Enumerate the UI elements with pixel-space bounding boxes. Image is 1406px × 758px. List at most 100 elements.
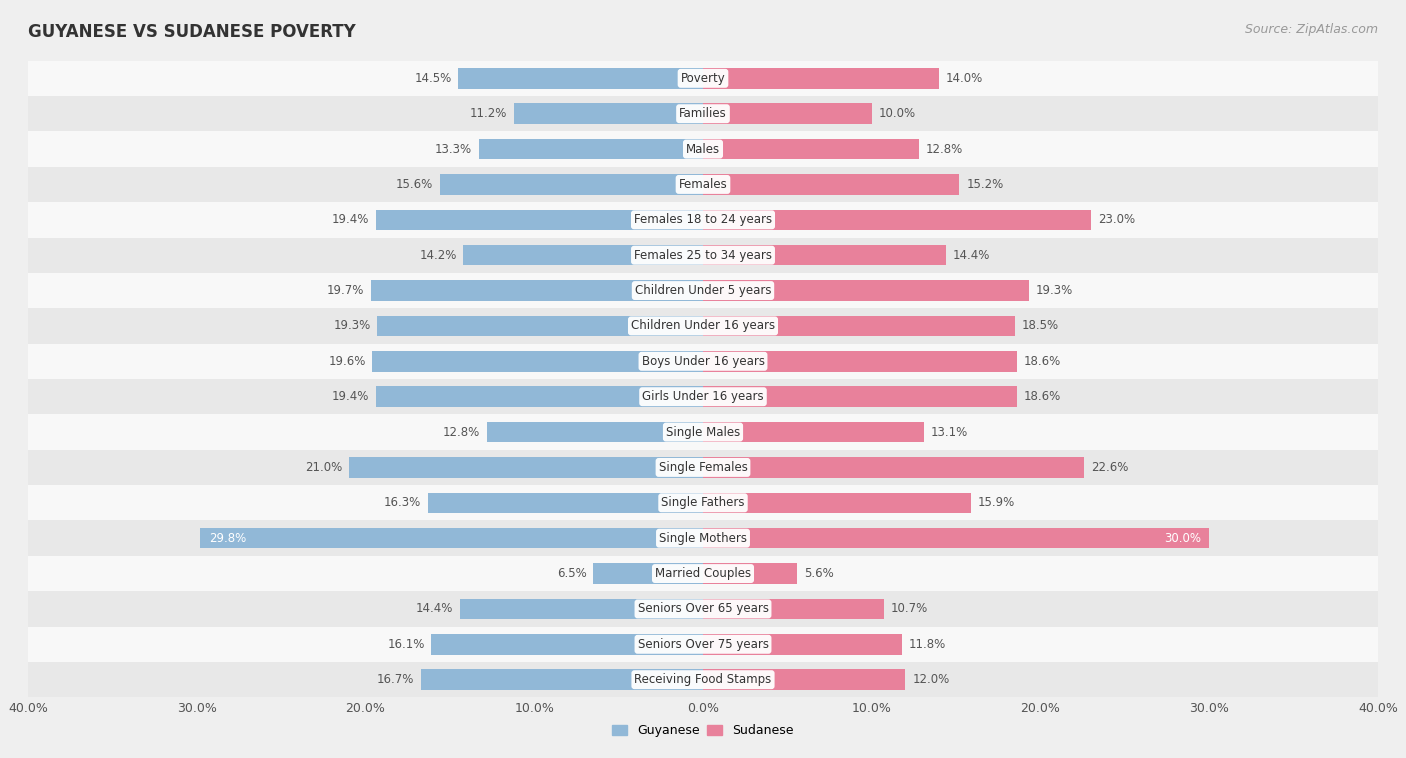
Bar [703, 245, 946, 265]
Text: Single Mothers: Single Mothers [659, 531, 747, 545]
Text: 14.4%: 14.4% [416, 603, 453, 615]
Bar [440, 174, 703, 195]
Text: 19.3%: 19.3% [333, 319, 371, 333]
Bar [432, 634, 703, 655]
Text: 22.6%: 22.6% [1091, 461, 1129, 474]
Bar [28, 273, 1378, 309]
Bar [422, 669, 703, 690]
Bar [373, 351, 703, 371]
Bar [703, 174, 959, 195]
Bar [375, 209, 703, 230]
Text: 19.7%: 19.7% [326, 284, 364, 297]
Text: GUYANESE VS SUDANESE POVERTY: GUYANESE VS SUDANESE POVERTY [28, 23, 356, 41]
Bar [703, 351, 1017, 371]
Bar [478, 139, 703, 159]
Text: Females: Females [679, 178, 727, 191]
Text: 16.1%: 16.1% [387, 637, 425, 651]
Text: Source: ZipAtlas.com: Source: ZipAtlas.com [1244, 23, 1378, 36]
Text: 12.8%: 12.8% [925, 143, 963, 155]
Bar [703, 315, 1015, 337]
Bar [28, 485, 1378, 521]
Bar [703, 387, 1017, 407]
Text: Children Under 5 years: Children Under 5 years [634, 284, 772, 297]
Text: 12.8%: 12.8% [443, 425, 481, 439]
Text: Children Under 16 years: Children Under 16 years [631, 319, 775, 333]
Bar [375, 387, 703, 407]
Text: Seniors Over 65 years: Seniors Over 65 years [637, 603, 769, 615]
Bar [28, 591, 1378, 627]
Text: 29.8%: 29.8% [208, 531, 246, 545]
Text: Single Females: Single Females [658, 461, 748, 474]
Text: Receiving Food Stamps: Receiving Food Stamps [634, 673, 772, 686]
Bar [593, 563, 703, 584]
Bar [703, 209, 1091, 230]
Bar [28, 449, 1378, 485]
Bar [28, 96, 1378, 131]
Text: 15.9%: 15.9% [979, 496, 1015, 509]
Bar [460, 599, 703, 619]
Text: 14.4%: 14.4% [953, 249, 990, 262]
Text: Seniors Over 75 years: Seniors Over 75 years [637, 637, 769, 651]
Bar [703, 563, 797, 584]
Text: 19.4%: 19.4% [332, 213, 368, 227]
Text: Boys Under 16 years: Boys Under 16 years [641, 355, 765, 368]
Text: 16.3%: 16.3% [384, 496, 422, 509]
Bar [703, 599, 883, 619]
Text: Families: Families [679, 107, 727, 121]
Bar [28, 556, 1378, 591]
Text: 6.5%: 6.5% [557, 567, 586, 580]
Bar [28, 237, 1378, 273]
Bar [703, 669, 905, 690]
Text: 19.6%: 19.6% [328, 355, 366, 368]
Bar [703, 493, 972, 513]
Text: 19.3%: 19.3% [1035, 284, 1073, 297]
Text: Males: Males [686, 143, 720, 155]
Text: 13.3%: 13.3% [434, 143, 472, 155]
Text: Single Fathers: Single Fathers [661, 496, 745, 509]
Text: Single Males: Single Males [666, 425, 740, 439]
Text: 10.0%: 10.0% [879, 107, 915, 121]
Bar [464, 245, 703, 265]
Text: 30.0%: 30.0% [1164, 531, 1201, 545]
Bar [486, 421, 703, 443]
Text: Girls Under 16 years: Girls Under 16 years [643, 390, 763, 403]
Bar [28, 627, 1378, 662]
Bar [28, 343, 1378, 379]
Bar [703, 528, 1209, 549]
Bar [28, 415, 1378, 449]
Text: 13.1%: 13.1% [931, 425, 967, 439]
Text: 5.6%: 5.6% [804, 567, 834, 580]
Text: 14.0%: 14.0% [946, 72, 983, 85]
Text: 18.6%: 18.6% [1024, 390, 1060, 403]
Text: 11.2%: 11.2% [470, 107, 508, 121]
Bar [703, 634, 903, 655]
Text: 14.5%: 14.5% [415, 72, 451, 85]
Bar [703, 421, 924, 443]
Bar [28, 309, 1378, 343]
Text: 11.8%: 11.8% [908, 637, 946, 651]
Bar [458, 68, 703, 89]
Text: 10.7%: 10.7% [890, 603, 928, 615]
Text: 15.6%: 15.6% [396, 178, 433, 191]
Text: 19.4%: 19.4% [332, 390, 368, 403]
Bar [28, 662, 1378, 697]
Bar [28, 202, 1378, 237]
Bar [703, 139, 920, 159]
Bar [349, 457, 703, 478]
Text: Poverty: Poverty [681, 72, 725, 85]
Text: 18.5%: 18.5% [1022, 319, 1059, 333]
Bar [200, 528, 703, 549]
Bar [28, 167, 1378, 202]
Legend: Guyanese, Sudanese: Guyanese, Sudanese [607, 719, 799, 742]
Bar [28, 61, 1378, 96]
Text: Females 25 to 34 years: Females 25 to 34 years [634, 249, 772, 262]
Text: 14.2%: 14.2% [419, 249, 457, 262]
Text: 21.0%: 21.0% [305, 461, 342, 474]
Text: Married Couples: Married Couples [655, 567, 751, 580]
Bar [703, 103, 872, 124]
Text: 18.6%: 18.6% [1024, 355, 1060, 368]
Bar [371, 280, 703, 301]
Text: 12.0%: 12.0% [912, 673, 949, 686]
Text: Females 18 to 24 years: Females 18 to 24 years [634, 213, 772, 227]
Bar [703, 280, 1029, 301]
